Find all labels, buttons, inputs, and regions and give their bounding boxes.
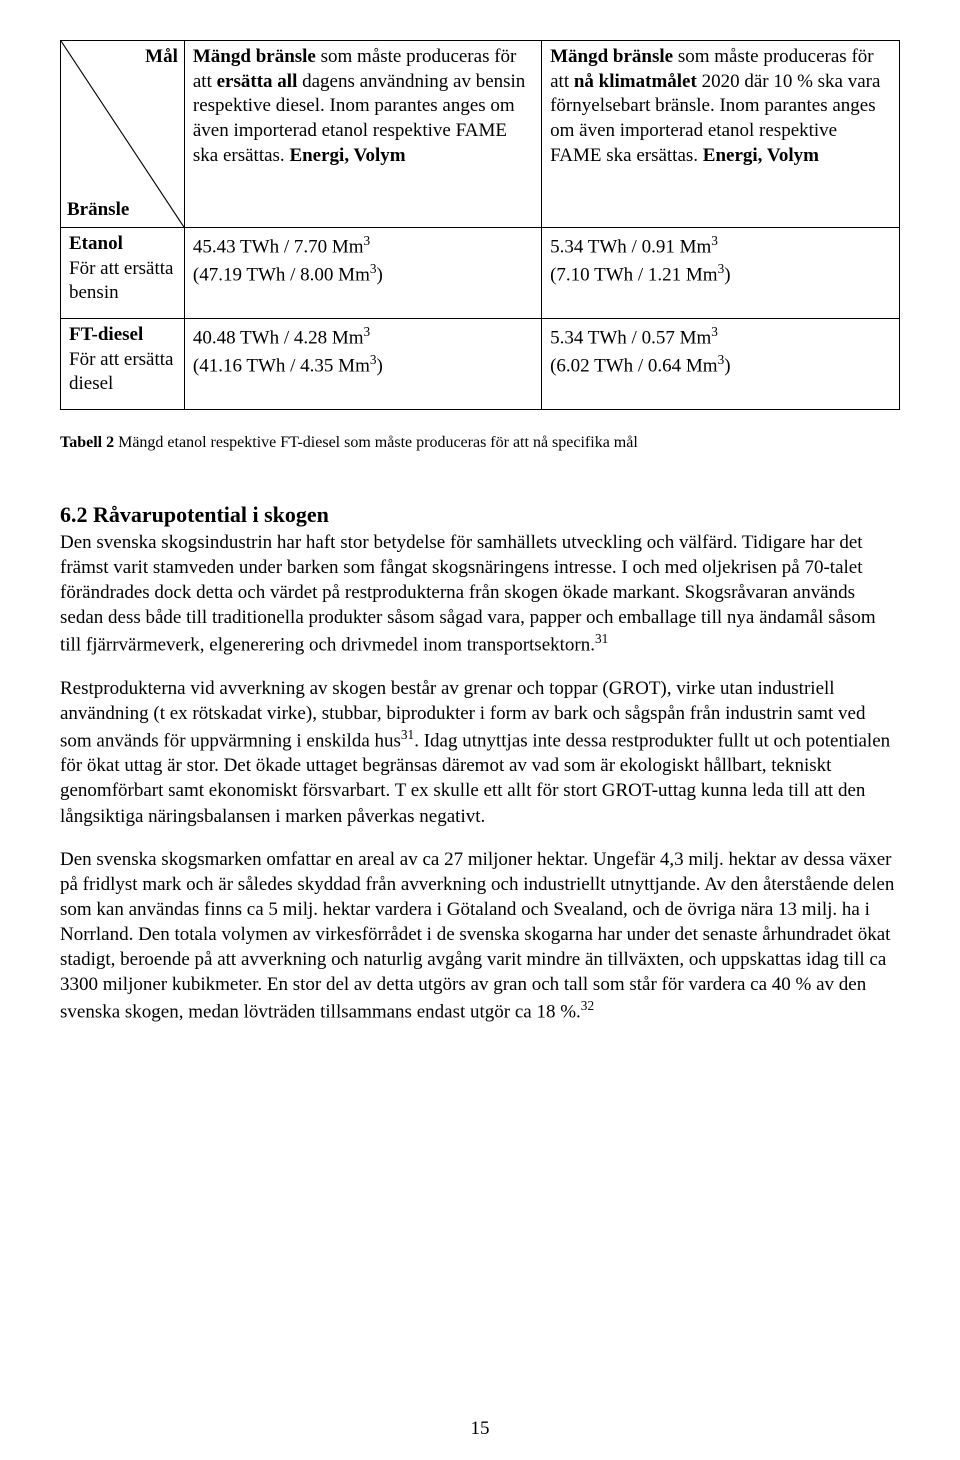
page-number: 15 xyxy=(0,1418,960,1440)
table-diag-bottom: Bränsle xyxy=(67,198,129,223)
table-caption: Tabell 2 Mängd etanol respektive FT-dies… xyxy=(60,434,900,452)
table-row2-c1: 40.48 TWh / 4.28 Mm3(41.16 TWh / 4.35 Mm… xyxy=(184,319,541,410)
page: Mål Bränsle Mängd bränsle som måste prod… xyxy=(0,0,960,1460)
table-row1-label: EtanolFör att ersätta bensin xyxy=(61,228,185,319)
table-row1-c1: 45.43 TWh / 7.70 Mm3(47.19 TWh / 8.00 Mm… xyxy=(184,228,541,319)
table-diag-header: Mål Bränsle xyxy=(61,41,185,228)
table-row2-c2: 5.34 TWh / 0.57 Mm3(6.02 TWh / 0.64 Mm3) xyxy=(542,319,900,410)
table-diag-top: Mål xyxy=(145,45,178,70)
paragraph-1: Den svenska skogsindustrin har haft stor… xyxy=(60,530,900,658)
table-row2-label: FT-dieselFör att ersätta diesel xyxy=(61,319,185,410)
paragraph-2: Restprodukterna vid avverkning av skogen… xyxy=(60,676,900,829)
table-row1-c2: 5.34 TWh / 0.91 Mm3(7.10 TWh / 1.21 Mm3) xyxy=(542,228,900,319)
fuel-table: Mål Bränsle Mängd bränsle som måste prod… xyxy=(60,40,900,410)
table-col2-header: Mängd bränsle som måste produceras för a… xyxy=(542,41,900,228)
table-col1-header: Mängd bränsle som måste produceras för a… xyxy=(184,41,541,228)
section-heading: 6.2 Råvarupotential i skogen xyxy=(60,502,900,528)
paragraph-3: Den svenska skogsmarken omfattar en area… xyxy=(60,847,900,1025)
